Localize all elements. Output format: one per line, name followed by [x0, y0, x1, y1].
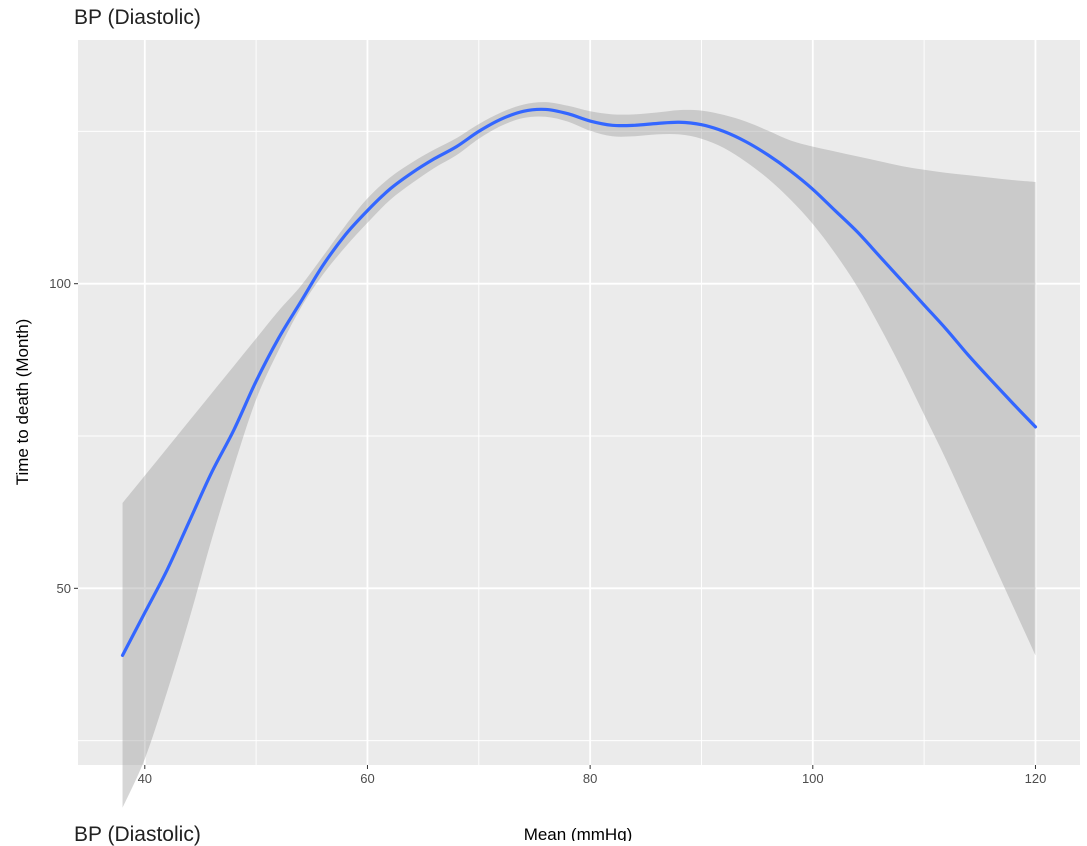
- x-tick-label: 80: [583, 771, 597, 786]
- x-tick-label: 40: [138, 771, 152, 786]
- x-tick-label: 60: [360, 771, 374, 786]
- chart-title: BP (Diastolic): [74, 6, 201, 29]
- major-gridlines: [78, 40, 1080, 765]
- smooth-line-layer: [120, 107, 1038, 657]
- confidence-band: [122, 102, 1036, 808]
- x-tick-label: 120: [1025, 771, 1047, 786]
- y-tick-label: 100: [49, 276, 71, 291]
- x-tick-label: 100: [802, 771, 824, 786]
- x-axis-title: Mean (mmHg): [524, 825, 633, 841]
- x-axis: 40 60 80 100 120: [138, 765, 1047, 786]
- minor-gridlines: [78, 40, 1080, 765]
- y-axis-title: Time to death (Month): [13, 319, 32, 486]
- y-tick-label: 50: [57, 581, 71, 596]
- y-axis: 50 100: [49, 276, 78, 596]
- confidence-band-layer: [122, 102, 1036, 808]
- smooth-line: [120, 107, 1038, 657]
- next-chart-title: BP (Diastolic): [74, 823, 201, 846]
